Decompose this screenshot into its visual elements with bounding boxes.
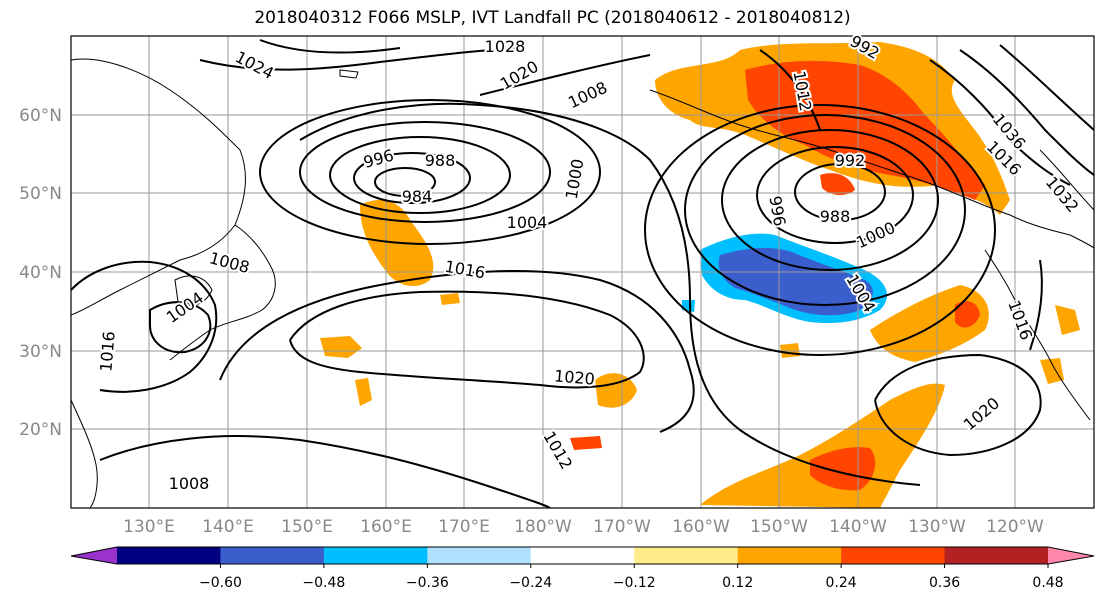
map-frame: [70, 35, 1095, 509]
mslp-isobars: [71, 39, 1094, 508]
map-title: 2018040312 F066 MSLP, IVT Landfall PC (2…: [254, 8, 851, 28]
lat-label: 60°N: [19, 106, 62, 126]
lat-label: 40°N: [19, 263, 62, 283]
contour-label: 984: [402, 187, 433, 206]
lon-label: 170°E: [438, 517, 490, 537]
colorbar-segment: [117, 547, 221, 564]
colorbar-tick-label: −0.60: [199, 575, 242, 591]
colorbar-tick-label: −0.36: [406, 575, 449, 591]
colorbar: −0.60 −0.48 −0.36 −0.24 −0.12 0.12 0.24 0.36 0.4…: [70, 546, 1095, 591]
lon-label: 180°W: [514, 517, 572, 537]
contour-label: 1004: [507, 213, 548, 232]
colorbar-tick-label: 0.12: [722, 575, 753, 591]
lon-label: 170°W: [593, 517, 651, 537]
colorbar-segment: [427, 547, 532, 564]
lon-label: 150°W: [750, 517, 808, 537]
colorbar-tick-label: 0.36: [929, 575, 960, 591]
colorbar-segment: [220, 547, 325, 564]
lon-label: 140°E: [202, 517, 254, 537]
colorbar-tick-label: 0.48: [1032, 575, 1063, 591]
colorbar-segment: [944, 547, 1049, 564]
colorbar-segment: [323, 547, 428, 564]
lat-label: 50°N: [19, 184, 62, 204]
lat-label: 20°N: [19, 420, 62, 440]
contour-label: 1008: [169, 474, 210, 493]
lat-label: 30°N: [19, 342, 62, 362]
contour-label: 988: [425, 151, 456, 170]
contour-label: 1016: [96, 330, 118, 372]
contour-label: 992: [835, 151, 866, 170]
colorbar-segments: [117, 547, 1049, 564]
lon-label: 130°E: [123, 517, 175, 537]
colorbar-tick-labels: −0.60 −0.48 −0.36 −0.24 −0.12 0.12 0.24 0.36 0.4…: [199, 564, 1064, 591]
contour-label: 988: [820, 207, 851, 226]
coastlines: [71, 58, 1094, 508]
colorbar-segment: [841, 547, 946, 564]
graticule: [71, 36, 1094, 508]
lon-label: 160°W: [672, 517, 730, 537]
colorbar-segment: [634, 547, 739, 564]
colorbar-tick-label: 0.24: [826, 575, 857, 591]
colorbar-outline: [70, 546, 1095, 565]
lon-label: 160°E: [360, 517, 412, 537]
colorbar-arrow-left: [71, 547, 117, 564]
colorbar-segment: [737, 547, 842, 564]
contour-label: 1028: [485, 37, 526, 56]
colorbar-tick-label: −0.24: [509, 575, 552, 591]
lon-label: 140°W: [829, 517, 887, 537]
latitude-labels: 60°N 50°N 40°N 30°N 20°N: [19, 106, 62, 440]
lon-label: 120°W: [986, 517, 1044, 537]
colorbar-segment: [530, 547, 635, 564]
colorbar-tick-label: −0.12: [613, 575, 656, 591]
contour-label: 1020: [553, 366, 595, 388]
lon-label: 150°E: [281, 517, 333, 537]
longitude-labels: 130°E 140°E 150°E 160°E 170°E 180°W 170°…: [123, 517, 1044, 537]
colorbar-tick-label: −0.48: [302, 575, 345, 591]
colorbar-arrow-right: [1048, 547, 1094, 564]
lon-label: 130°W: [908, 517, 966, 537]
